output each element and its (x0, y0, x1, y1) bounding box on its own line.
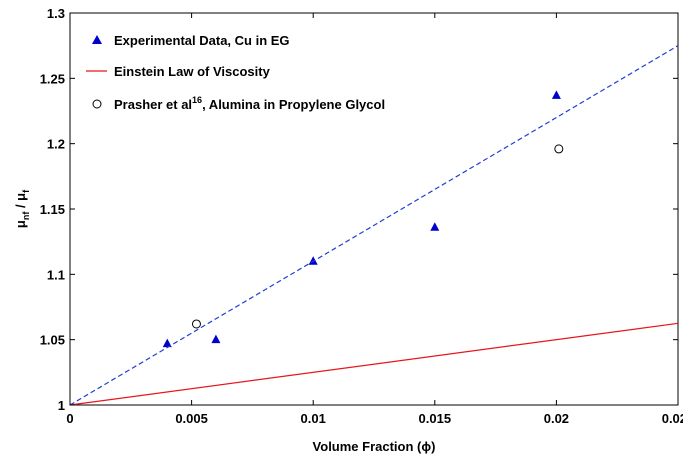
y-tick-label: 1 (58, 398, 65, 413)
legend-marker-circle (92, 99, 102, 109)
legend-label-prasher-sup: 16 (192, 95, 202, 105)
y-axis-title: μnf / μf (13, 189, 31, 228)
x-tick-label: 0 (66, 411, 73, 426)
y-tick-label: 1.05 (40, 333, 65, 348)
data-point-circle (191, 319, 201, 329)
y-tick-label: 1.1 (47, 267, 65, 282)
data-point-circle (554, 144, 564, 154)
data-point-triangle (308, 256, 318, 265)
legend-label-experimental: Experimental Data, Cu in EG (114, 33, 290, 48)
legend-label-prasher-before: Prasher et al (114, 97, 192, 112)
legend-label-prasher: Prasher et al16, Alumina in Propylene Gl… (114, 95, 385, 112)
legend-label-prasher-after: , Alumina in Propylene Glycol (202, 97, 385, 112)
plot-area (69, 12, 679, 406)
x-tick-label: 0.01 (301, 411, 326, 426)
chart-marks (69, 45, 679, 406)
data-point-triangle (551, 90, 561, 99)
y-tick-label: 1.2 (47, 137, 65, 152)
y-tick-label: 1.25 (40, 71, 65, 86)
legend: Experimental Data, Cu in EG Einstein Law… (86, 33, 385, 112)
series-line-dashed-fit (69, 45, 679, 406)
y-axis-title-subscript-nf: nf (21, 211, 31, 220)
legend-label-einstein: Einstein Law of Viscosity (114, 64, 271, 79)
data-point-triangle (211, 334, 221, 344)
y-axis-title-mu-numerator: μ (13, 220, 28, 228)
y-axis-title-mu-denominator: μ (13, 193, 28, 201)
y-tick-label: 1.3 (47, 6, 65, 21)
y-tick-label: 1.15 (40, 202, 65, 217)
data-point-triangle (430, 222, 440, 231)
axis-ticks: 0 0.005 0.01 0.015 0.02 0.025 1 1.05 1.1 1.15 1.2 1… (40, 6, 683, 426)
x-axis-title: Volume Fraction (ϕ) (313, 439, 436, 454)
data-point-triangle (162, 338, 172, 348)
x-tick-label: 0.02 (544, 411, 569, 426)
y-axis-title-slash: / (13, 201, 28, 212)
x-tick-label: 0.025 (662, 411, 683, 426)
legend-marker-triangle (92, 35, 102, 44)
x-tick-label: 0.005 (175, 411, 208, 426)
series-line-einstein (69, 322, 679, 406)
x-tick-label: 0.015 (419, 411, 452, 426)
y-axis-title-subscript-f: f (21, 189, 31, 193)
